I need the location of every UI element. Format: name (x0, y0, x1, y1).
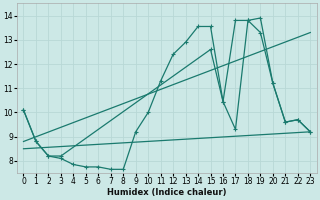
X-axis label: Humidex (Indice chaleur): Humidex (Indice chaleur) (107, 188, 227, 197)
